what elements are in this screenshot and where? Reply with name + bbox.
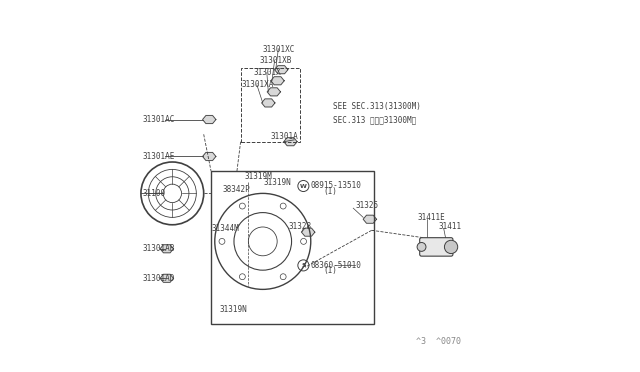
Text: 31301AE: 31301AE	[143, 152, 175, 161]
Text: (1): (1)	[324, 266, 337, 275]
Polygon shape	[160, 245, 173, 253]
Text: 31301AB: 31301AB	[143, 244, 175, 253]
Polygon shape	[160, 274, 173, 282]
Circle shape	[301, 238, 307, 244]
Text: 31344M: 31344M	[212, 224, 239, 233]
Text: 31301AC: 31301AC	[143, 115, 175, 124]
Text: 31100: 31100	[143, 189, 166, 198]
Text: S: S	[301, 263, 306, 268]
Circle shape	[239, 203, 245, 209]
Circle shape	[417, 243, 426, 251]
Polygon shape	[203, 153, 216, 160]
Polygon shape	[268, 88, 280, 96]
Text: SEC.313 参照（31300M）: SEC.313 参照（31300M）	[333, 115, 416, 124]
Polygon shape	[271, 77, 284, 85]
Text: W: W	[300, 183, 307, 189]
Bar	[211, 171, 374, 324]
Bar	[241, 68, 300, 142]
Text: 31301XB: 31301XB	[259, 56, 291, 65]
FancyBboxPatch shape	[420, 238, 453, 256]
Text: 38342P: 38342P	[223, 185, 251, 194]
Text: SEE SEC.313(31300M): SEE SEC.313(31300M)	[333, 102, 420, 111]
Circle shape	[239, 274, 245, 280]
Text: 31411E: 31411E	[418, 213, 445, 222]
Text: 31319M: 31319M	[244, 172, 272, 181]
Polygon shape	[284, 138, 297, 146]
Text: 31325: 31325	[355, 201, 378, 210]
Polygon shape	[262, 99, 275, 107]
Text: 08360-51010: 08360-51010	[311, 261, 362, 270]
Text: 31328: 31328	[289, 222, 312, 231]
Circle shape	[280, 203, 286, 209]
Text: 31301XA: 31301XA	[241, 80, 274, 89]
Text: 08915-13510: 08915-13510	[311, 182, 362, 190]
Polygon shape	[301, 228, 315, 236]
Text: 31301A: 31301A	[270, 132, 298, 141]
Text: 31301AD: 31301AD	[143, 274, 175, 283]
Circle shape	[444, 240, 458, 254]
Text: 31319N: 31319N	[264, 178, 292, 187]
Text: 31319N: 31319N	[220, 305, 247, 314]
Circle shape	[219, 238, 225, 244]
Polygon shape	[363, 215, 376, 223]
Text: (1): (1)	[324, 187, 337, 196]
Polygon shape	[275, 66, 288, 74]
Text: ^3  ^0070: ^3 ^0070	[416, 337, 461, 346]
Text: 31301X: 31301X	[253, 68, 282, 77]
Text: 31411: 31411	[438, 222, 461, 231]
Polygon shape	[203, 116, 216, 124]
Text: 31301XC: 31301XC	[263, 45, 295, 54]
Circle shape	[280, 274, 286, 280]
